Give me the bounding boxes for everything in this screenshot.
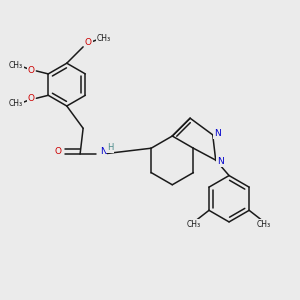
Text: O: O — [28, 66, 34, 75]
Text: N: N — [100, 147, 107, 156]
Text: CH₃: CH₃ — [257, 220, 271, 229]
Text: O: O — [28, 94, 34, 103]
Text: N: N — [214, 129, 220, 138]
Text: CH₃: CH₃ — [187, 220, 201, 229]
Text: H: H — [107, 143, 113, 152]
Text: N: N — [217, 157, 224, 166]
Text: CH₃: CH₃ — [9, 61, 23, 70]
Text: CH₃: CH₃ — [96, 34, 110, 43]
Text: O: O — [54, 147, 61, 156]
Text: O: O — [85, 38, 92, 46]
Text: CH₃: CH₃ — [9, 99, 23, 108]
